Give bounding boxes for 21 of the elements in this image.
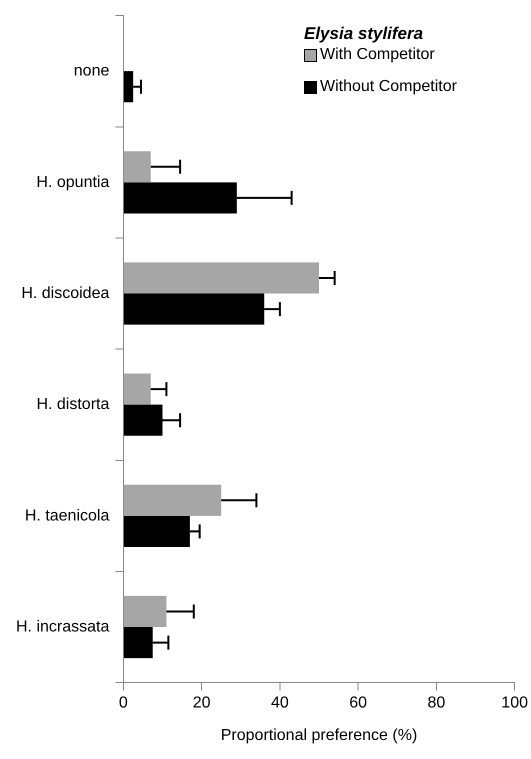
y-tick-label: H. discoidea [21, 284, 110, 302]
x-tick-label: 0 [118, 694, 128, 712]
x-tick-label: 40 [270, 694, 289, 712]
y-tick-label: H. distorta [36, 396, 110, 414]
y-tick-label: H. taenicola [24, 507, 110, 524]
bar [124, 374, 151, 405]
x-tick-label: 60 [349, 694, 368, 712]
legend-label: Without Competitor [320, 78, 457, 96]
bar [124, 262, 320, 294]
legend-label: With Competitor [320, 46, 435, 64]
bar [124, 484, 222, 516]
x-axis-title: Proportional preference (%) [220, 726, 418, 744]
y-tick-label: none [74, 62, 110, 80]
bar [124, 596, 166, 628]
legend-title: Elysia stylifera [304, 24, 424, 44]
x-tick-label: 100 [501, 694, 528, 712]
x-tick-label: 20 [192, 694, 211, 712]
y-tick-label: H. opuntia [36, 174, 110, 191]
x-tick-label: 80 [427, 694, 446, 712]
y-tick-label: H. incrassata [16, 618, 110, 636]
bar [124, 151, 151, 182]
